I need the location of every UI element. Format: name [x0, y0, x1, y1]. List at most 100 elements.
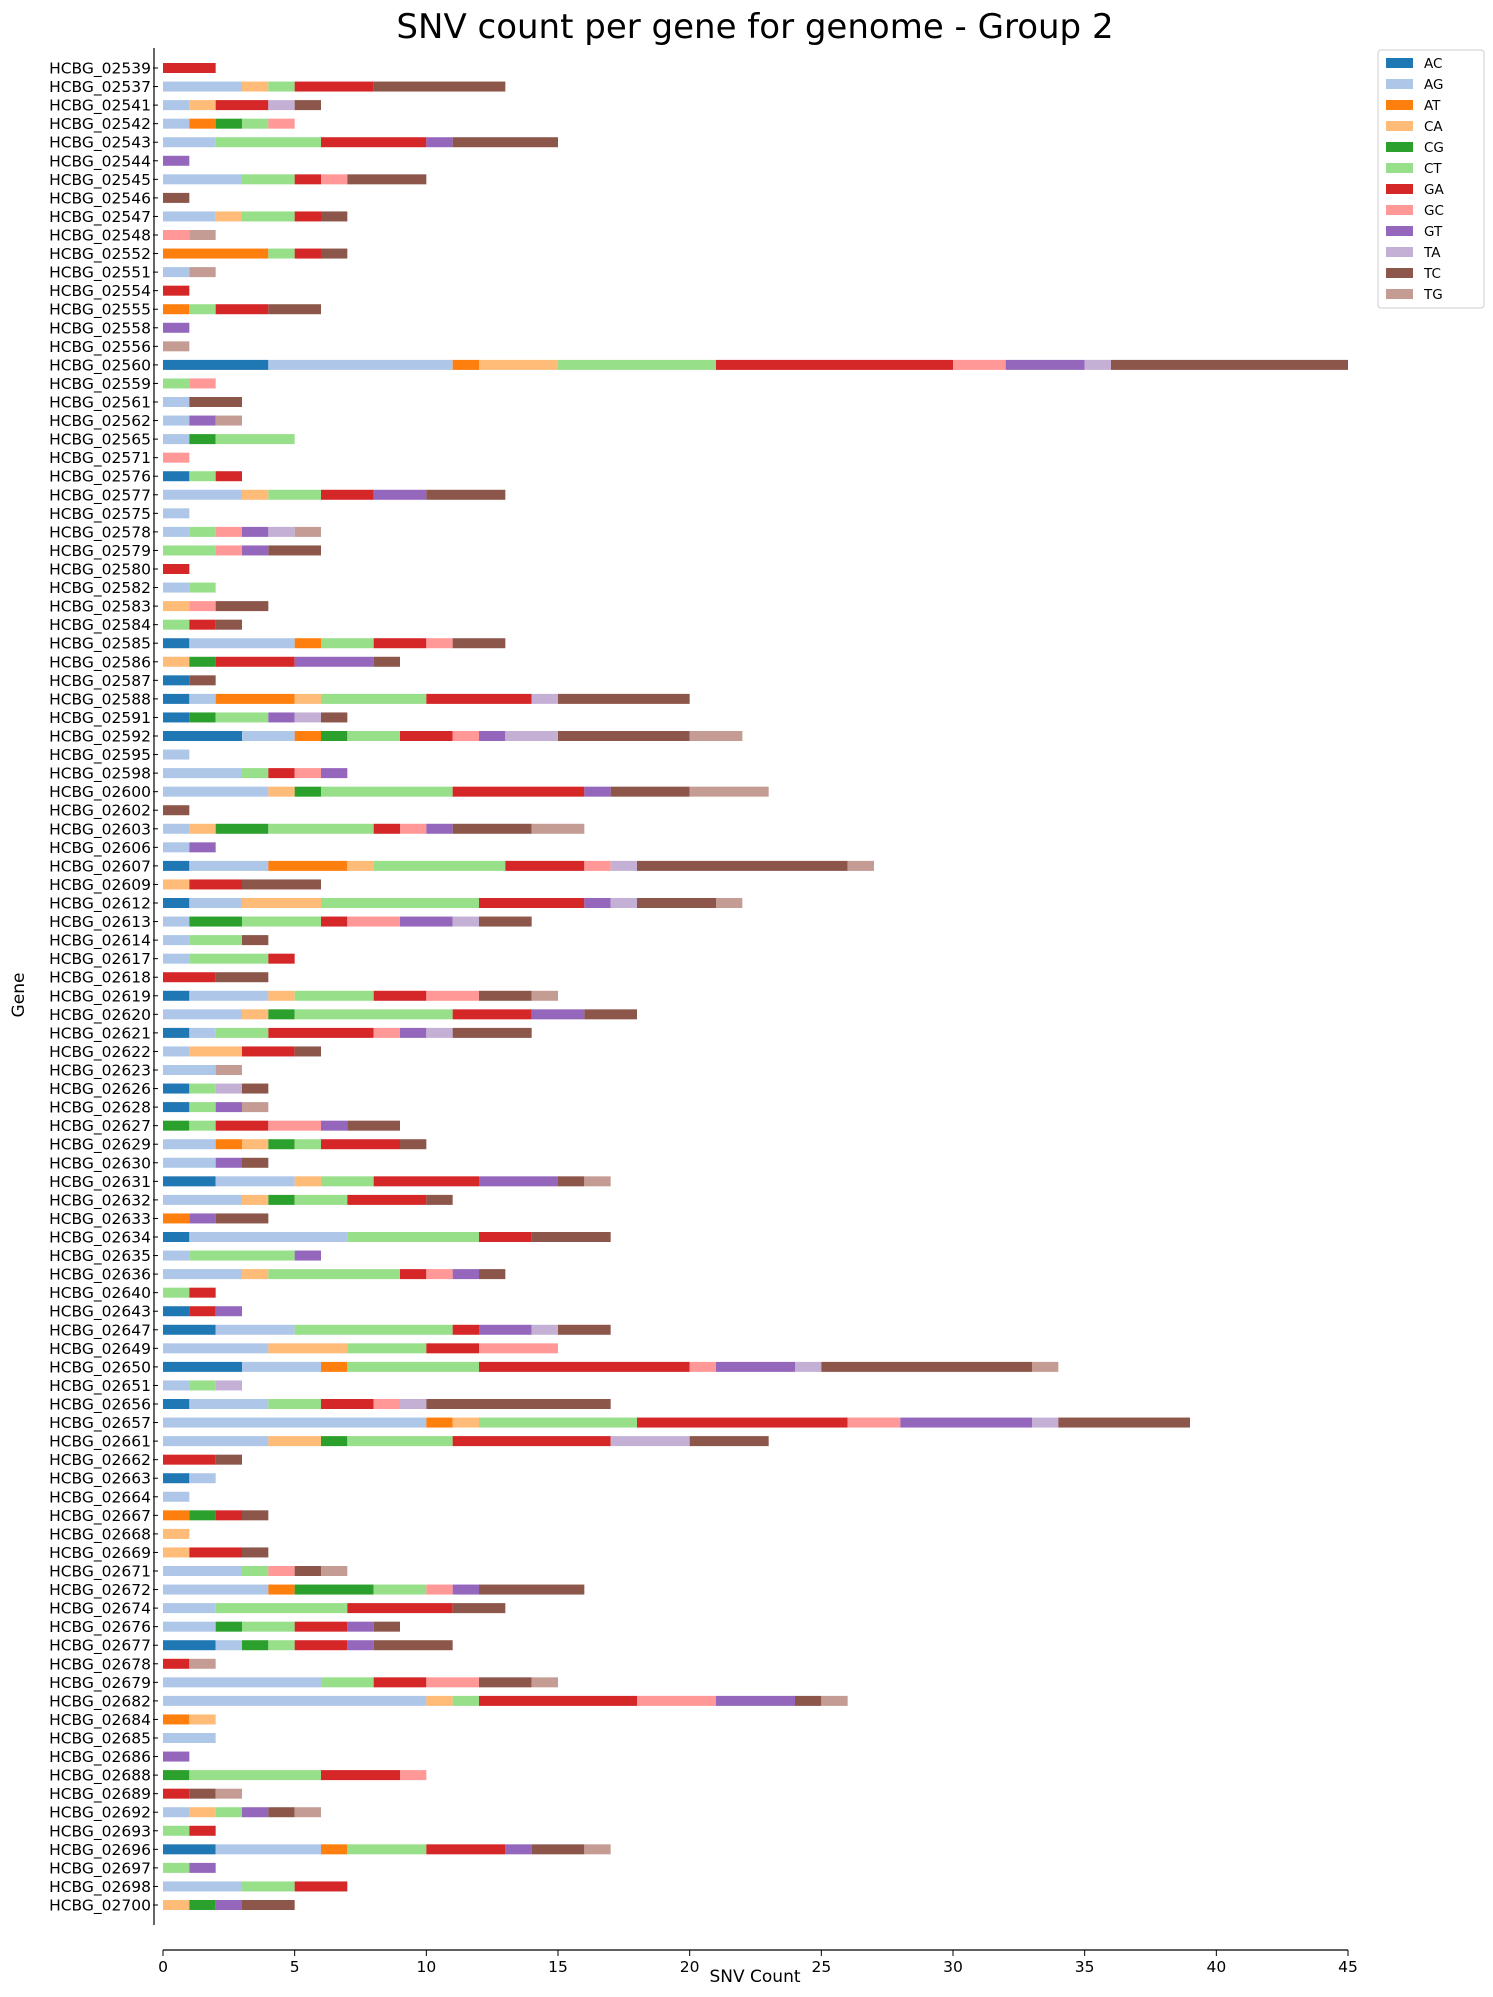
x-tick-label: 0: [158, 1958, 168, 1976]
bar-segment-HCBG_02577-AG: [163, 489, 242, 500]
bar-segment-HCBG_02627-GC: [268, 1120, 321, 1131]
bar-segment-HCBG_02636-CT: [268, 1269, 400, 1280]
bar-segment-HCBG_02632-CA: [242, 1194, 269, 1205]
bar-segment-HCBG_02627-GT: [321, 1120, 348, 1131]
bar-segment-HCBG_02614-AG: [163, 935, 190, 946]
bar-segment-HCBG_02632-GA: [347, 1194, 427, 1205]
bar-segment-HCBG_02674-GA: [347, 1603, 453, 1614]
bar-segment-HCBG_02588-TA: [531, 693, 558, 704]
bar-segment-HCBG_02700-CG: [189, 1900, 216, 1910]
bar-segment-HCBG_02600-GA: [452, 786, 585, 797]
bar-segment-HCBG_02585-GC: [426, 638, 453, 649]
y-tick-label: HCBG_02682: [49, 1692, 151, 1711]
y-tick-label: HCBG_02630: [49, 1154, 151, 1173]
bar-segment-HCBG_02669-TC: [242, 1547, 269, 1558]
y-tick-label: HCBG_02622: [49, 1043, 151, 1062]
bar-segment-HCBG_02650-AT: [321, 1361, 348, 1372]
bar-segment-HCBG_02555-CT: [189, 304, 216, 315]
bar-segment-HCBG_02585-AG: [189, 638, 295, 649]
y-tick-label: HCBG_02603: [49, 820, 151, 839]
y-tick-label: HCBG_02634: [49, 1229, 151, 1248]
bar-segment-HCBG_02562-GT: [189, 415, 216, 426]
y-tick-label: HCBG_02626: [49, 1080, 151, 1099]
bar-segment-HCBG_02543-AG: [163, 137, 216, 148]
legend-swatch-GC: [1386, 205, 1413, 215]
bar-segment-HCBG_02688-CT: [189, 1770, 321, 1781]
bar-segment-HCBG_02686-GT: [163, 1751, 190, 1762]
bar-segment-HCBG_02598-CT: [242, 768, 269, 779]
bar-segment-HCBG_02543-GA: [321, 137, 427, 148]
y-tick-label: HCBG_02554: [49, 282, 151, 301]
bar-segment-HCBG_02619-GA: [373, 990, 427, 1001]
bar-segment-HCBG_02647-TC: [558, 1324, 611, 1335]
y-tick-label: HCBG_02686: [49, 1748, 151, 1767]
bar-segment-HCBG_02692-CA: [189, 1807, 216, 1818]
y-tick-label: HCBG_02651: [49, 1377, 151, 1396]
x-axis-label: SNV Count: [709, 1967, 800, 1987]
bar-segment-HCBG_02580-GA: [163, 564, 190, 574]
y-tick-label: HCBG_02562: [49, 412, 151, 431]
bar-segment-HCBG_02613-CG: [189, 916, 242, 927]
bar-segment-HCBG_02609-GA: [189, 879, 242, 890]
legend: AC AG AT CA CG CT GA GC GT TA TC TG: [1377, 49, 1485, 309]
bar-segment-HCBG_02693-GA: [189, 1825, 216, 1836]
bar-segment-HCBG_02676-GT: [347, 1621, 374, 1632]
bar-segment-HCBG_02587-AC: [163, 675, 190, 686]
bar-segment-HCBG_02584-GA: [189, 619, 216, 630]
bar-segment-HCBG_02588-AG: [189, 693, 216, 704]
bar-segment-HCBG_02679-GA: [373, 1677, 427, 1688]
axes-group: [153, 48, 1348, 1951]
bar-segment-HCBG_02558-GT: [163, 322, 190, 333]
bar-segment-HCBG_02603-AG: [163, 823, 190, 834]
bar-segment-HCBG_02661-TC: [689, 1436, 769, 1447]
y-tick-label: HCBG_02661: [49, 1433, 151, 1452]
bar-segment-HCBG_02698-GA: [294, 1881, 348, 1892]
legend-label-TA: TA: [1423, 245, 1441, 261]
y-tick-label: HCBG_02669: [49, 1544, 151, 1563]
y-tick-label: HCBG_02618: [49, 969, 151, 988]
bar-segment-HCBG_02592-GA: [400, 731, 453, 741]
bar-segment-HCBG_02552-CT: [268, 248, 295, 259]
bar-segment-HCBG_02632-CG: [268, 1194, 295, 1205]
bar-segment-HCBG_02628-CT: [189, 1102, 216, 1113]
bar-segment-HCBG_02600-CA: [268, 786, 295, 797]
legend-swatch-TA: [1386, 247, 1413, 257]
bar-segment-HCBG_02688-GC: [400, 1770, 427, 1781]
y-tick-label: HCBG_02552: [49, 245, 151, 264]
bar-segment-HCBG_02578-CT: [189, 526, 216, 537]
bar-segment-HCBG_02679-GC: [426, 1677, 479, 1688]
bar-segment-HCBG_02607-TG: [847, 860, 874, 871]
bar-segment-HCBG_02621-GA: [268, 1027, 374, 1038]
y-tick-label: HCBG_02613: [49, 913, 151, 932]
bar-segment-HCBG_02656-CT: [268, 1399, 321, 1409]
bar-segment-HCBG_02606-AG: [163, 842, 190, 853]
y-tick-label: HCBG_02657: [49, 1414, 151, 1433]
bar-segment-HCBG_02547-CA: [215, 211, 242, 222]
bar-segment-HCBG_02626-TA: [215, 1083, 242, 1094]
y-tick-label: HCBG_02588: [49, 690, 151, 709]
bar-segment-HCBG_02606-GT: [189, 842, 216, 853]
legend-swatch-CA: [1386, 121, 1413, 131]
bar-segment-HCBG_02578-TG: [294, 526, 321, 537]
bar-segment-HCBG_02627-CG: [163, 1120, 190, 1131]
bar-segment-HCBG_02577-GA: [321, 489, 374, 500]
y-tick-label: HCBG_02700: [49, 1897, 151, 1916]
bar-segment-HCBG_02689-TG: [215, 1788, 242, 1799]
bar-segment-HCBG_02613-GA: [321, 916, 348, 927]
bar-segment-HCBG_02592-AC: [163, 731, 242, 741]
x-tick-label: 20: [680, 1958, 700, 1976]
bar-segment-HCBG_02679-CT: [321, 1677, 374, 1688]
legend-label-TG: TG: [1423, 287, 1443, 303]
bar-segment-HCBG_02537-TC: [373, 81, 506, 92]
bar-segment-HCBG_02545-GC: [321, 174, 348, 185]
y-tick-label: HCBG_02609: [49, 876, 151, 895]
bar-segment-HCBG_02619-CA: [268, 990, 295, 1001]
y-tick-label: HCBG_02635: [49, 1247, 151, 1266]
bar-segment-HCBG_02588-GA: [426, 693, 532, 704]
bar-segment-HCBG_02629-CT: [294, 1139, 321, 1150]
bar-segment-HCBG_02548-TG: [189, 230, 216, 240]
bar-segment-HCBG_02583-GC: [189, 601, 216, 612]
bar-segment-HCBG_02603-GC: [400, 823, 427, 834]
bar-segment-HCBG_02619-AC: [163, 990, 190, 1001]
y-tick-label: HCBG_02632: [49, 1191, 151, 1210]
